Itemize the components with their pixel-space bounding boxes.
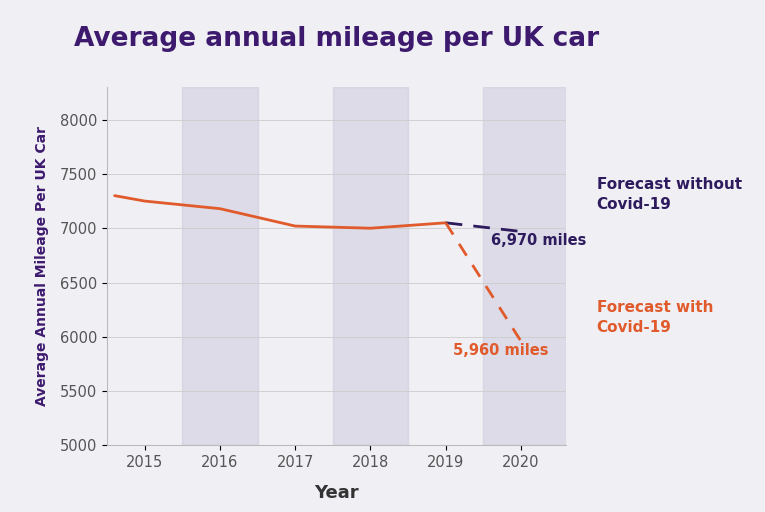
Text: Year: Year [314,484,359,502]
Y-axis label: Average Annual Mileage Per UK Car: Average Annual Mileage Per UK Car [34,126,49,406]
Bar [333,87,408,445]
Text: Forecast without
Covid-19: Forecast without Covid-19 [597,177,742,212]
Text: 5,960 miles: 5,960 miles [453,344,549,358]
Bar [483,87,566,445]
Text: 6,970 miles: 6,970 miles [491,232,586,247]
Text: Average annual mileage per UK car: Average annual mileage per UK car [74,26,599,52]
Bar [182,87,258,445]
Text: Forecast with
Covid-19: Forecast with Covid-19 [597,300,713,335]
